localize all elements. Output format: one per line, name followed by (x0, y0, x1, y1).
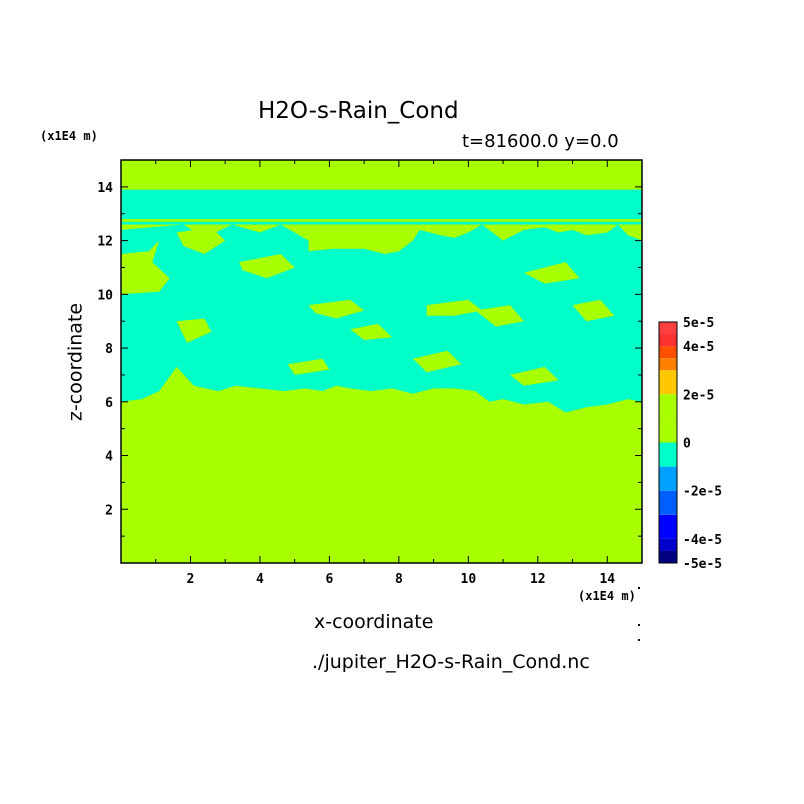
y-tick-label: 2 (105, 503, 113, 518)
marker-dot (638, 587, 640, 589)
negative-region-1 (121, 221, 642, 225)
colorbar-label: 4e-5 (683, 340, 714, 355)
x-tick-label: 14 (599, 572, 615, 587)
zero-region-9 (176, 318, 212, 343)
zero-region-4 (350, 323, 392, 340)
x-tick-label: 6 (325, 572, 333, 587)
plot-frame (120, 159, 643, 564)
zero-region-11 (412, 350, 462, 373)
colorbar-level-3 (659, 490, 677, 515)
chart-title: H2O-s-Rain_Cond (258, 98, 459, 124)
colorbar-level-8 (659, 370, 677, 395)
colorbar-level-11 (659, 334, 677, 347)
marker-dot (638, 624, 640, 626)
y-axis-unit: (x1E4 m) (40, 129, 98, 143)
x-axis-unit: (x1E4 m) (578, 589, 636, 603)
zero-region-0 (121, 240, 170, 295)
y-tick-label: 12 (97, 235, 113, 250)
x-tick-label: 8 (395, 572, 403, 587)
colorbar-label: -5e-5 (683, 557, 722, 572)
zero-region-5 (426, 299, 483, 316)
colorbar-label: 0 (683, 437, 691, 452)
zero-region-1 (176, 227, 226, 254)
x-tick-label: 12 (530, 572, 546, 587)
negative-region-0 (121, 189, 642, 220)
file-name: ./jupiter_H2O-s-Rain_Cond.nc (312, 651, 590, 673)
chart-subtitle: t=81600.0 y=0.0 (462, 131, 619, 152)
y-tick-label: 4 (105, 450, 113, 465)
zero-region-6 (475, 305, 524, 327)
colorbar-level-1 (659, 538, 677, 551)
colorbar-level-12 (659, 322, 677, 335)
colorbar-label: 5e-5 (683, 316, 714, 331)
colorbar-level-4 (659, 466, 677, 491)
zero-region-10 (287, 358, 330, 375)
colorbar-label: 2e-5 (683, 388, 714, 403)
y-tick-label: 8 (105, 342, 113, 357)
x-tick-label: 4 (256, 572, 264, 587)
x-tick-label: 2 (187, 572, 195, 587)
y-tick-label: 14 (97, 181, 113, 196)
zero-region-2 (239, 254, 295, 279)
marker-dot (638, 639, 640, 641)
zero-region-12 (510, 366, 559, 386)
x-tick-label: 10 (461, 572, 477, 587)
colorbar-level-5 (659, 442, 677, 467)
colorbar-level-10 (659, 346, 677, 359)
zero-region-7 (523, 262, 580, 284)
x-axis-label: x-coordinate (314, 611, 434, 633)
colorbar-label: -4e-5 (683, 533, 722, 548)
colorbar-frame (658, 321, 678, 564)
y-tick-label: 10 (97, 288, 113, 303)
colorbar-level-2 (659, 514, 677, 539)
colorbar-level-0 (659, 550, 677, 563)
colorbar-level-6 (659, 418, 677, 443)
colorbar-level-9 (659, 358, 677, 371)
y-tick-label: 6 (105, 396, 113, 411)
zero-region-3 (308, 299, 365, 319)
colorbar-level-7 (659, 394, 677, 419)
colorbar-label: -2e-5 (683, 485, 722, 500)
zero-region-8 (572, 299, 615, 322)
